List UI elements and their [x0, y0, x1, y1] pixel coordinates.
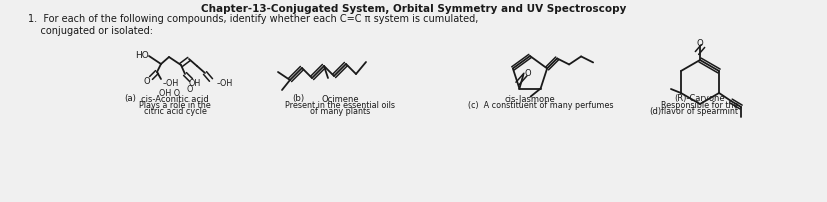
Text: Present in the essential oils: Present in the essential oils [284, 101, 394, 110]
Text: (a): (a) [124, 94, 136, 103]
Text: (d): (d) [648, 107, 660, 116]
Text: citric acid cycle: citric acid cycle [143, 107, 206, 116]
Text: flavor of spearmint: flavor of spearmint [661, 107, 738, 116]
Text: O: O [187, 85, 193, 94]
Text: Chapter-13-Conjugated System, Orbital Symmetry and UV Spectroscopy: Chapter-13-Conjugated System, Orbital Sy… [201, 4, 626, 14]
Text: (c)  A constituent of many perfumes: (c) A constituent of many perfumes [467, 101, 613, 110]
Text: O: O [523, 69, 530, 78]
Text: –OH: –OH [163, 78, 179, 87]
Text: –OH: –OH [217, 79, 233, 88]
Text: cis-Aconitic acid: cis-Aconitic acid [141, 94, 208, 103]
Text: OH O: OH O [160, 88, 180, 97]
Text: (R)-Carvone: (R)-Carvone [674, 94, 724, 103]
Text: Ocimene: Ocimene [321, 94, 358, 103]
Text: (b): (b) [292, 94, 304, 103]
Text: O: O [144, 77, 151, 86]
Text: of many plants: of many plants [309, 107, 370, 116]
Text: O: O [696, 38, 702, 47]
Text: cis-Jasmone: cis-Jasmone [504, 94, 555, 103]
Text: Responsible for the: Responsible for the [661, 101, 738, 110]
Text: Plays a role in the: Plays a role in the [139, 101, 211, 110]
Text: OH: OH [189, 79, 201, 88]
Text: HO: HO [135, 50, 149, 59]
Text: 1.  For each of the following compounds, identify whether each C=C π system is c: 1. For each of the following compounds, … [28, 14, 478, 35]
